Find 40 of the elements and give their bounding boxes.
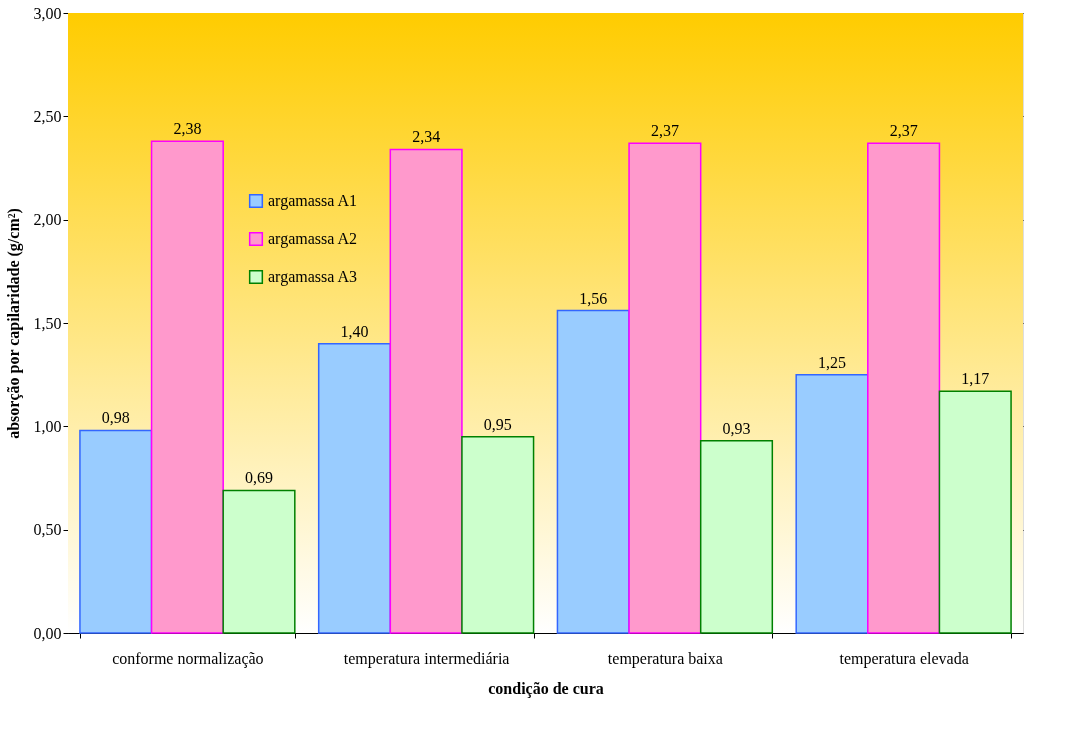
bar bbox=[938, 390, 1012, 634]
x-tick-label: conforme normalização bbox=[112, 649, 264, 668]
y-tick-label: 2,50 bbox=[33, 107, 62, 125]
y-axis-title: absorção por capilaridade (g/cm²) bbox=[4, 208, 23, 439]
data-label: 1,40 bbox=[340, 322, 369, 340]
x-tick-label: temperatura baixa bbox=[607, 649, 723, 668]
data-label: 0,93 bbox=[722, 419, 751, 437]
y-tick-label: 1,00 bbox=[33, 417, 62, 435]
bar bbox=[222, 489, 296, 634]
legend-label: argamassa A2 bbox=[268, 230, 358, 248]
bar bbox=[389, 148, 463, 634]
data-label: 0,95 bbox=[483, 415, 512, 433]
y-tick-label: 3,00 bbox=[33, 4, 62, 22]
y-tick-label: 0,00 bbox=[33, 624, 62, 642]
data-label: 0,98 bbox=[101, 409, 130, 427]
legend-label: argamassa A3 bbox=[268, 268, 358, 286]
bar bbox=[317, 342, 392, 634]
y-tick-label: 2,00 bbox=[33, 211, 62, 229]
bar bbox=[628, 142, 702, 634]
legend-label: argamassa A1 bbox=[268, 192, 358, 210]
data-label: 2,37 bbox=[889, 122, 918, 140]
bar bbox=[79, 429, 153, 634]
bar bbox=[795, 373, 869, 634]
y-tick-label: 0,50 bbox=[33, 521, 62, 539]
y-tick-label: 1,50 bbox=[33, 314, 62, 332]
bar bbox=[150, 140, 224, 634]
x-axis-title: condição de cura bbox=[488, 679, 604, 698]
data-label: 1,17 bbox=[961, 370, 990, 388]
x-tick-label: temperatura elevada bbox=[839, 649, 969, 668]
data-label: 2,38 bbox=[173, 120, 202, 138]
data-label: 2,37 bbox=[650, 122, 679, 140]
data-label: 0,69 bbox=[245, 469, 273, 487]
data-label: 1,56 bbox=[579, 289, 608, 307]
bar bbox=[556, 309, 630, 634]
bar bbox=[867, 142, 941, 634]
bar bbox=[699, 440, 774, 634]
data-label: 2,34 bbox=[412, 128, 441, 146]
bar bbox=[461, 435, 535, 634]
x-tick-label: temperatura intermediária bbox=[343, 649, 510, 668]
data-label: 1,25 bbox=[818, 353, 846, 371]
